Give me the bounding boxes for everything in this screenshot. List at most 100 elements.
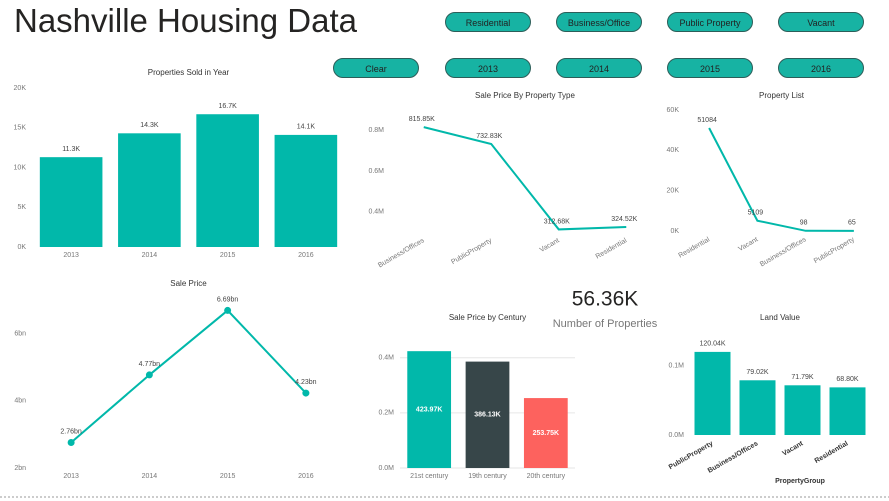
x-tick-label: Business/Offices bbox=[707, 440, 760, 475]
x-tick-label: Vacant bbox=[781, 440, 805, 458]
x-tick-label: Residential bbox=[595, 237, 629, 261]
data-label: 71.79K bbox=[791, 374, 814, 381]
filter-button[interactable]: 2016 bbox=[778, 58, 864, 78]
x-tick-label: PublicProperty bbox=[450, 237, 493, 266]
x-tick-label: 2016 bbox=[298, 473, 314, 480]
filter-button[interactable]: 2014 bbox=[556, 58, 642, 78]
chart-title: Property List bbox=[759, 91, 805, 100]
data-label: 51084 bbox=[697, 117, 717, 124]
marker bbox=[67, 438, 75, 446]
data-label: 386.13K bbox=[474, 412, 500, 419]
y-tick-label: 0.8M bbox=[368, 127, 384, 134]
x-tick-label: Residential bbox=[678, 236, 712, 260]
chart-title: Sale Price bbox=[170, 279, 207, 288]
filter-button[interactable]: Clear bbox=[333, 58, 419, 78]
y-tick-label: 0K bbox=[670, 228, 679, 235]
chart-title: Land Value bbox=[760, 313, 800, 322]
filter-button[interactable]: Public Property bbox=[667, 12, 753, 32]
x-tick-label: 2013 bbox=[63, 473, 79, 480]
line bbox=[70, 309, 307, 444]
x-tick-label: Business/Offices bbox=[377, 237, 426, 269]
y-tick-label: 0.4M bbox=[378, 355, 394, 362]
y-tick-label: 20K bbox=[14, 85, 27, 92]
y-tick-label: 0K bbox=[17, 244, 26, 251]
data-label: 120.04K bbox=[699, 341, 725, 348]
x-tick-label: 2015 bbox=[220, 473, 236, 480]
bar bbox=[523, 398, 568, 468]
y-tick-label: 4bn bbox=[14, 398, 26, 405]
x-tick-label: 19th century bbox=[468, 473, 507, 480]
bar bbox=[118, 133, 181, 247]
data-label: 65 bbox=[848, 220, 856, 227]
chart-title: Sale Price By Property Type bbox=[475, 91, 575, 100]
x-tick-label: 2014 bbox=[142, 252, 158, 259]
data-label: 324.52K bbox=[611, 216, 637, 223]
data-label: 253.75K bbox=[533, 430, 559, 437]
x-tick-label: 20th century bbox=[527, 473, 566, 480]
y-tick-label: 15K bbox=[14, 125, 27, 132]
bar bbox=[196, 114, 259, 247]
x-tick-label: Residential bbox=[814, 440, 850, 465]
bar bbox=[739, 380, 776, 435]
data-label: 11.3K bbox=[62, 146, 80, 153]
kpi-value: 56.36K bbox=[572, 288, 639, 311]
data-label: 16.7K bbox=[218, 103, 237, 110]
data-label: 423.97K bbox=[416, 406, 442, 413]
data-label: 4.77bn bbox=[139, 361, 161, 368]
filter-button[interactable]: Vacant bbox=[778, 12, 864, 32]
filter-button[interactable]: 2015 bbox=[667, 58, 753, 78]
data-label: 2.76bn bbox=[60, 428, 82, 435]
x-tick-label: Vacant bbox=[539, 237, 561, 254]
data-label: 98 bbox=[800, 220, 808, 227]
filter-button[interactable]: Residential bbox=[445, 12, 531, 32]
line bbox=[708, 127, 854, 232]
data-label: 68.80K bbox=[836, 376, 859, 383]
data-label: 5109 bbox=[748, 210, 764, 217]
x-tick-label: Vacant bbox=[737, 236, 759, 253]
data-label: 6.69bn bbox=[217, 296, 239, 303]
x-tick-label: PublicProperty bbox=[668, 440, 715, 471]
marker bbox=[145, 371, 153, 379]
data-label: 312.68K bbox=[544, 218, 570, 225]
y-tick-label: 6bn bbox=[14, 330, 26, 337]
y-tick-label: 0.0M bbox=[668, 432, 684, 439]
y-tick-label: 20K bbox=[667, 188, 680, 195]
data-label: 14.3K bbox=[140, 122, 159, 129]
y-tick-label: 10K bbox=[14, 164, 27, 171]
data-label: 14.1K bbox=[297, 124, 316, 131]
y-tick-label: 0.1M bbox=[668, 363, 684, 370]
x-tick-label: 2016 bbox=[298, 252, 314, 259]
bar bbox=[465, 361, 510, 468]
marker bbox=[224, 306, 232, 314]
chart-title: Properties Sold in Year bbox=[148, 68, 230, 77]
bar bbox=[407, 351, 452, 468]
dashboard-title: Nashville Housing Data bbox=[14, 2, 358, 39]
bar bbox=[694, 351, 731, 435]
line bbox=[423, 126, 627, 231]
y-tick-label: 2bn bbox=[14, 465, 26, 472]
x-tick-label: 2013 bbox=[63, 252, 79, 259]
x-tick-label: 21st century bbox=[410, 473, 449, 480]
y-tick-label: 0.4M bbox=[368, 209, 384, 216]
data-label: 79.02K bbox=[746, 369, 769, 376]
x-tick-label: Business/Offices bbox=[759, 236, 808, 268]
bar bbox=[784, 385, 821, 435]
filter-button[interactable]: Business/Office bbox=[556, 12, 642, 32]
bar bbox=[274, 134, 338, 247]
y-tick-label: 5K bbox=[17, 204, 26, 211]
data-label: 732.83K bbox=[476, 133, 502, 140]
marker bbox=[302, 389, 310, 397]
y-tick-label: 0.2M bbox=[378, 410, 394, 417]
data-label: 815.85K bbox=[409, 116, 435, 123]
bar bbox=[829, 387, 866, 435]
y-tick-label: 0.0M bbox=[378, 465, 394, 472]
chart-title: Sale Price by Century bbox=[449, 313, 526, 322]
y-tick-label: 60K bbox=[667, 107, 680, 114]
kpi-label: Number of Properties bbox=[553, 318, 658, 330]
y-tick-label: 0.6M bbox=[368, 168, 384, 175]
x-axis-label: PropertyGroup bbox=[775, 478, 825, 485]
filter-button[interactable]: 2013 bbox=[445, 58, 531, 78]
bar bbox=[39, 157, 103, 247]
